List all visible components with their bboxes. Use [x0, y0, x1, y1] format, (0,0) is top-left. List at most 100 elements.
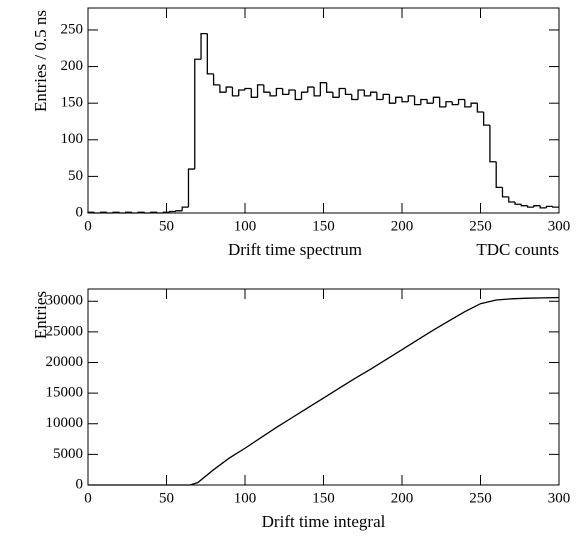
histogram-bin — [212, 73, 220, 86]
histogram-bin — [514, 202, 522, 205]
histogram-bin — [426, 99, 434, 104]
histogram-bin — [187, 168, 195, 208]
histogram-bin — [545, 205, 553, 208]
histogram-bin — [388, 94, 396, 104]
histogram-bin — [413, 95, 421, 106]
histogram-bin — [275, 87, 283, 96]
histogram-bin — [313, 87, 321, 97]
plot-frame — [87, 7, 560, 214]
histogram-bin — [489, 125, 497, 163]
x-axis-label: Drift time integral — [262, 512, 386, 531]
x-tick-label: 100 — [234, 490, 257, 506]
histogram-bin — [181, 206, 189, 211]
x-axis-unit: TDC counts — [476, 240, 559, 259]
histogram-bin — [501, 187, 509, 198]
histogram-bin — [244, 87, 252, 90]
histogram-bin — [476, 103, 484, 113]
histogram-bin — [307, 86, 315, 93]
x-tick-label: 50 — [159, 490, 174, 506]
histogram-bin — [238, 89, 245, 96]
x-axis-label: Drift time spectrum — [228, 240, 362, 259]
histogram-bin — [118, 212, 126, 214]
histogram-bin — [156, 212, 164, 214]
histogram-bin — [520, 204, 528, 207]
y-tick-label: 0 — [76, 476, 84, 492]
x-tick-label: 150 — [312, 490, 335, 506]
y-tick-label: 200 — [61, 58, 84, 74]
histogram-bin — [194, 58, 202, 170]
histogram-bin — [470, 102, 478, 107]
y-tick-label: 50 — [68, 168, 83, 184]
histogram-bin — [99, 211, 107, 213]
histogram-bin — [150, 211, 158, 213]
y-tick-label: 5000 — [53, 446, 83, 462]
x-tick-label: 300 — [548, 218, 571, 234]
histogram-bin — [533, 205, 541, 208]
histogram-bin — [319, 82, 327, 96]
histogram-bin — [263, 84, 271, 93]
y-tick-label: 0 — [76, 204, 84, 220]
histogram-bin — [219, 84, 227, 93]
histogram-bin — [269, 92, 277, 97]
histogram-bin — [457, 98, 465, 105]
histogram-bin — [344, 88, 352, 96]
histogram-bin — [206, 33, 214, 75]
histogram-bin — [495, 161, 503, 189]
histogram-bin — [294, 90, 302, 101]
histogram-bin — [539, 205, 547, 209]
histogram-bin — [445, 101, 453, 107]
histogram-bin — [325, 82, 333, 93]
histogram-bin — [369, 91, 377, 96]
y-tick-label: 150 — [61, 95, 84, 111]
x-tick-label: 250 — [469, 490, 492, 506]
histogram-bin — [168, 210, 176, 213]
histogram-bin — [338, 87, 346, 98]
y-tick-label: 25000 — [46, 323, 84, 339]
y-axis-label: Entries / 0.5 ns — [31, 10, 50, 112]
histogram-bin — [200, 32, 208, 60]
histogram-bin — [175, 210, 183, 212]
histogram-bin — [231, 87, 239, 97]
histogram-bin — [256, 84, 264, 98]
x-tick-label: 200 — [391, 218, 414, 234]
histogram-bin — [363, 90, 371, 97]
histogram-bin — [439, 97, 446, 108]
histogram-bin — [93, 212, 101, 214]
y-tick-label: 15000 — [46, 385, 84, 401]
histogram-bin — [137, 211, 145, 213]
histogram-bin — [225, 86, 233, 93]
x-tick-label: 250 — [469, 218, 492, 234]
x-tick-label: 150 — [312, 218, 335, 234]
y-tick-label: 20000 — [46, 354, 84, 370]
histogram-bin — [407, 95, 415, 102]
histogram-bin — [552, 206, 559, 208]
histogram-bin — [288, 89, 296, 95]
histogram-bin — [508, 196, 516, 203]
histogram-bin — [464, 99, 472, 108]
integral-line — [88, 296, 560, 486]
x-tick-label: 200 — [391, 490, 414, 506]
histogram-bin — [432, 96, 440, 104]
x-tick-label: 300 — [548, 490, 571, 506]
histogram-bin — [526, 205, 534, 208]
histogram-bin — [451, 101, 459, 106]
histogram-bin — [351, 94, 359, 101]
histogram-bin — [332, 92, 340, 98]
histogram-bin — [300, 91, 308, 100]
x-tick-label: 0 — [84, 490, 92, 506]
y-tick-label: 250 — [61, 21, 84, 37]
x-tick-label: 50 — [159, 218, 174, 234]
histogram-bin — [395, 96, 402, 104]
y-tick-label: 100 — [61, 131, 84, 147]
histogram-bin — [112, 211, 120, 213]
histogram-bin — [106, 212, 114, 214]
y-axis-label: Entries — [31, 291, 50, 339]
histogram-bin — [143, 212, 151, 214]
histogram-bin — [282, 88, 289, 96]
y-tick-label: 30000 — [46, 293, 84, 309]
histogram-bin — [382, 93, 390, 100]
histogram-bin — [401, 97, 409, 103]
histogram-bin — [482, 111, 490, 126]
histogram-bin — [125, 211, 132, 213]
